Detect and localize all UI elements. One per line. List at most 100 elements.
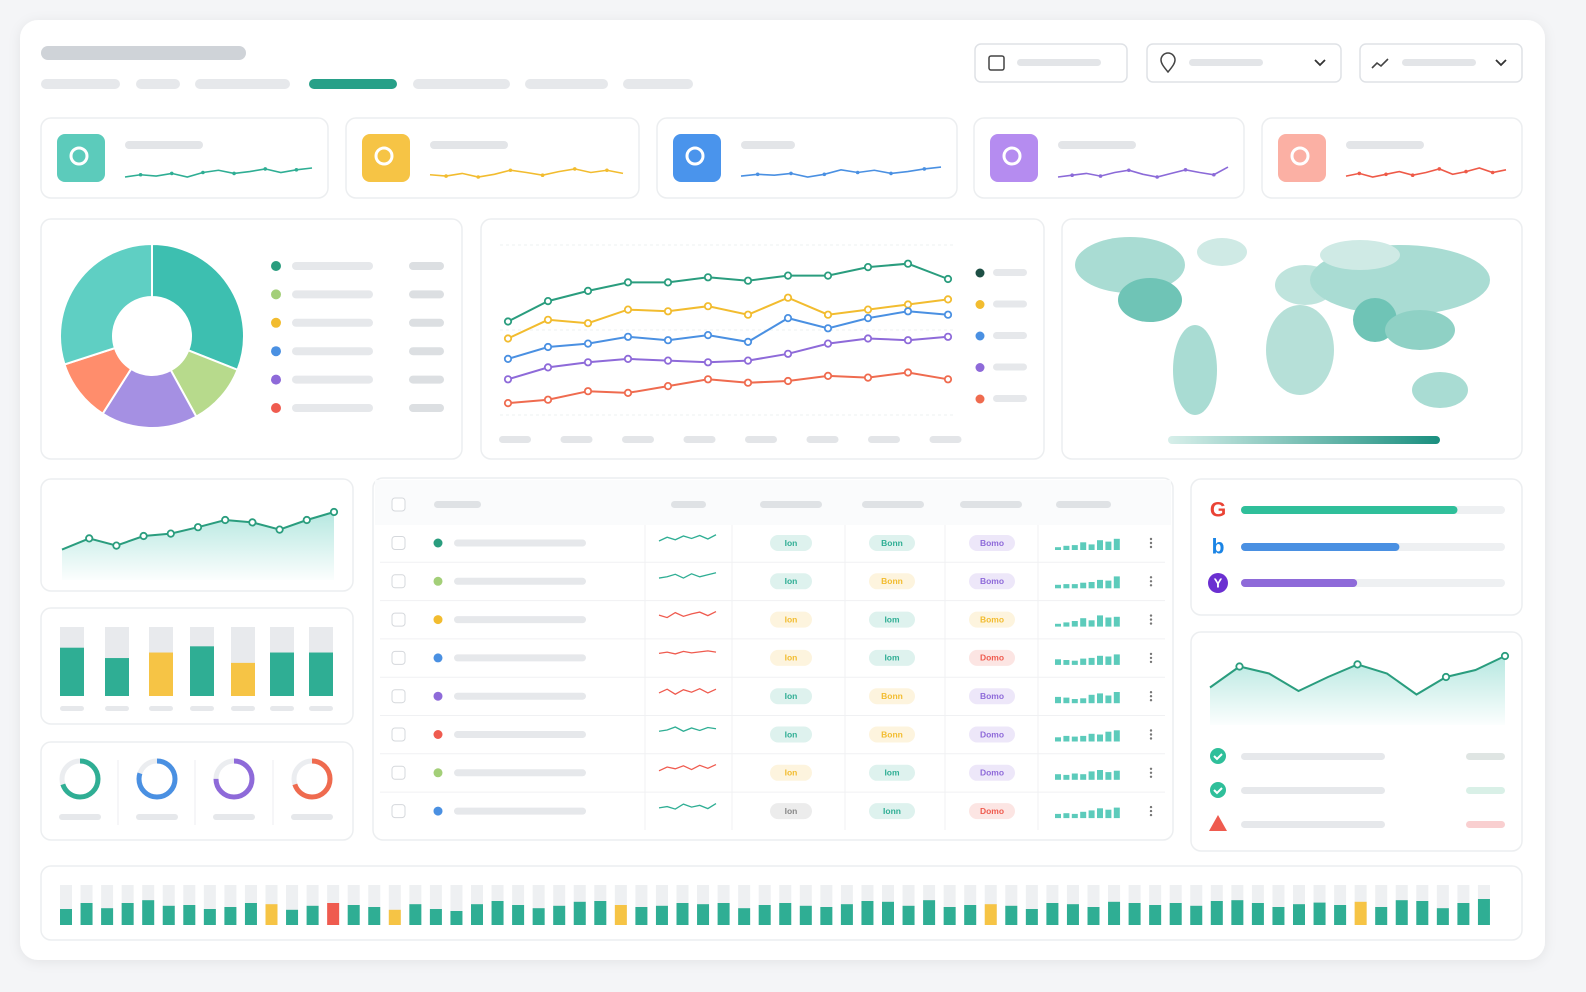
mini-bar [1071, 660, 1078, 665]
placeholder [309, 706, 333, 711]
bar [861, 901, 874, 925]
placeholder [1466, 753, 1505, 760]
legend-dot [271, 374, 281, 385]
status-icon [1209, 815, 1227, 831]
series-point [623, 278, 633, 287]
area-point [221, 515, 230, 525]
checkbox[interactable] [391, 612, 406, 627]
kpi-point [1490, 170, 1495, 175]
icon-glyph [69, 146, 89, 166]
placeholder [454, 539, 586, 547]
bar [594, 901, 607, 925]
row-dot [433, 576, 443, 586]
series-point [543, 315, 553, 324]
mini-bar [1097, 579, 1103, 589]
tab[interactable] [136, 79, 180, 89]
series-point [703, 375, 713, 384]
mini-bar [1097, 655, 1103, 665]
checkbox[interactable] [391, 804, 406, 819]
area-point [1441, 672, 1451, 682]
bar [902, 905, 915, 925]
mini-bar [1063, 584, 1070, 589]
mini-bar [1063, 697, 1070, 704]
area-point [248, 518, 257, 527]
tab[interactable] [195, 79, 290, 89]
mini-bar [1071, 813, 1078, 819]
placeholder [213, 814, 255, 820]
pill [869, 803, 915, 820]
placeholder [409, 347, 444, 356]
row-sparkline [658, 687, 717, 695]
checkbox[interactable] [391, 650, 406, 665]
placeholder [993, 332, 1027, 339]
pill [869, 764, 915, 781]
series-point [943, 332, 953, 341]
tab[interactable] [525, 79, 608, 89]
series-point [783, 293, 793, 302]
row-sparkline [658, 763, 717, 772]
checkbox[interactable] [391, 765, 406, 780]
mini-bar [1105, 809, 1112, 819]
series-point [863, 313, 873, 323]
mini-bar [1088, 582, 1095, 589]
series-point [943, 310, 953, 319]
mini-bar [1113, 730, 1120, 742]
checkbox[interactable] [391, 536, 406, 550]
bar [799, 905, 812, 925]
placeholder [292, 318, 373, 327]
bar [758, 905, 771, 925]
series-point [663, 356, 673, 365]
series-point [903, 259, 913, 268]
placeholder [434, 501, 481, 508]
series-point [503, 317, 513, 326]
placeholder [1056, 501, 1111, 508]
bar [162, 905, 175, 925]
menu-dot [1149, 614, 1153, 617]
mini-bar [1055, 737, 1061, 742]
series-point [943, 274, 953, 284]
bar [286, 909, 299, 925]
checkbox[interactable] [391, 689, 406, 704]
mini-bar [1097, 693, 1103, 704]
series-point [783, 349, 793, 358]
mini-bar [1071, 545, 1078, 550]
checkbox[interactable] [391, 574, 406, 589]
area-point [85, 534, 94, 543]
placeholder [454, 731, 586, 738]
placeholder [409, 375, 444, 384]
mini-bar [1088, 733, 1095, 742]
checkbox[interactable] [391, 727, 406, 742]
mini-bar [1071, 773, 1078, 780]
bar [697, 904, 710, 925]
menu-dot [1149, 805, 1153, 809]
tab[interactable] [623, 79, 693, 89]
area-point [1235, 662, 1244, 671]
bar [943, 907, 956, 925]
menu-dot [1149, 771, 1153, 774]
mini-bar [1063, 813, 1070, 819]
checkbox[interactable] [391, 497, 406, 512]
area-point [1353, 660, 1362, 669]
row-sparkline [658, 803, 717, 810]
pill-label: Ion [785, 691, 798, 701]
card [345, 117, 640, 199]
kpi-point [476, 175, 481, 179]
mini-bar [1113, 807, 1120, 819]
bar [1251, 903, 1264, 925]
placeholder [993, 300, 1027, 308]
kpi-point [1357, 171, 1362, 176]
kpi-point [605, 168, 609, 173]
mini-bar [1097, 734, 1103, 742]
kpi-sparkline [1057, 166, 1229, 178]
series-point [743, 310, 753, 319]
mini-bar [1105, 541, 1112, 550]
mini-bar [1080, 658, 1087, 665]
tab[interactable] [309, 79, 397, 89]
bar [1066, 904, 1079, 925]
placeholder [1241, 787, 1385, 794]
mini-bar [1105, 617, 1112, 627]
series-point [823, 339, 833, 348]
tab[interactable] [413, 79, 510, 89]
tab[interactable] [41, 79, 120, 89]
